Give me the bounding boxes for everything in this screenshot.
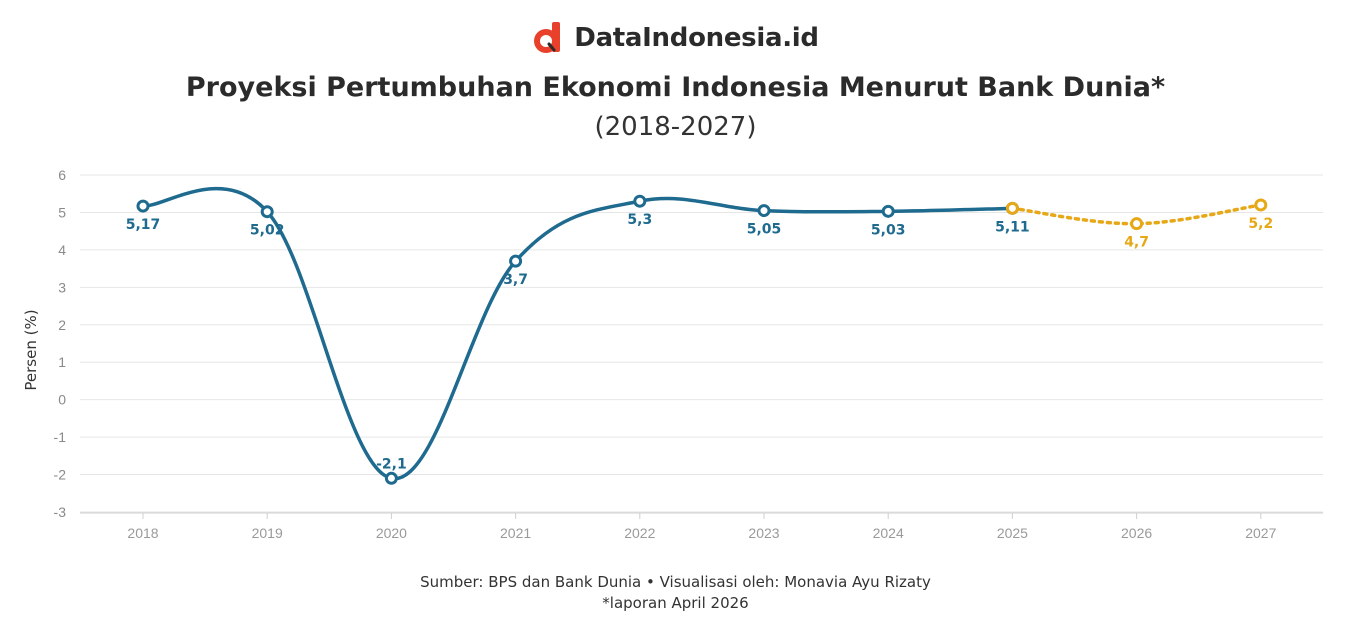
y-tick-label: -3 (54, 504, 67, 520)
grid-lines (80, 174, 1323, 514)
data-point (1005, 201, 1019, 215)
data-label: 3,7 (503, 272, 528, 288)
y-tick-label: 2 (58, 317, 66, 333)
x-tick-label: 2019 (252, 525, 283, 541)
data-label: 5,03 (871, 222, 906, 238)
data-point (260, 205, 274, 219)
y-tick-label: 0 (58, 392, 66, 408)
x-tick-label: 2021 (500, 525, 531, 541)
x-tick-label: 2022 (624, 525, 655, 541)
footnote-text: *laporan April 2026 (602, 594, 749, 612)
x-axis-ticks: 2018 2019 2020 2021 2022 2023 2024 2025 2026 2027 (127, 513, 1277, 541)
y-tick-label: 4 (58, 242, 66, 258)
source-text: Sumber: BPS dan Bank Dunia • Visualisasi… (420, 573, 931, 591)
y-tick-label: -2 (54, 467, 67, 483)
y-tick-label: 3 (58, 279, 66, 295)
chart-title: Proyeksi Pertumbuhan Ekonomi Indonesia M… (185, 72, 1166, 103)
data-label: 5,17 (126, 217, 161, 233)
data-label: 4,7 (1124, 235, 1149, 251)
data-label: 5,3 (627, 212, 652, 228)
x-tick-label: 2025 (997, 525, 1028, 541)
data-labels: 5,17 5,02 -2,1 3,7 5,3 5,05 5,03 5,11 4,7 5,2 (126, 212, 1273, 472)
data-point (384, 471, 398, 485)
brand-name: DataIndonesia.id (574, 23, 819, 53)
data-point (1254, 198, 1268, 212)
data-label: -2,1 (376, 456, 407, 472)
y-tick-label: -1 (54, 429, 67, 445)
data-point (1130, 217, 1144, 231)
data-label: 5,02 (250, 223, 285, 239)
data-point (509, 254, 523, 268)
y-tick-label: 1 (58, 354, 66, 370)
y-tick-label: 5 (58, 204, 66, 220)
chart-subtitle: (2018-2027) (594, 112, 757, 142)
y-tick-label: 6 (58, 167, 66, 183)
data-point (136, 199, 150, 213)
data-indonesia-logo-icon (534, 22, 561, 53)
data-point (633, 194, 647, 208)
brand-header: DataIndonesia.id (0, 20, 1351, 56)
x-tick-label: 2020 (376, 525, 407, 541)
data-point (757, 204, 771, 218)
series-lines (141, 186, 1263, 481)
data-label: 5,2 (1248, 216, 1273, 232)
x-tick-label: 2026 (1121, 525, 1152, 541)
x-tick-label: 2024 (873, 525, 904, 541)
data-label: 5,05 (747, 222, 782, 238)
y-axis-ticks: 6 5 4 3 2 1 0 -1 -2 -3 (54, 167, 67, 520)
x-tick-label: 2023 (748, 525, 779, 541)
data-point (881, 204, 895, 218)
y-axis-label: Persen (%) (22, 309, 40, 390)
data-points (136, 194, 1268, 485)
chart-footer: Sumber: BPS dan Bank Dunia • Visualisasi… (0, 572, 1351, 614)
x-tick-label: 2018 (127, 525, 158, 541)
x-tick-label: 2027 (1245, 525, 1276, 541)
data-label: 5,11 (995, 219, 1030, 235)
